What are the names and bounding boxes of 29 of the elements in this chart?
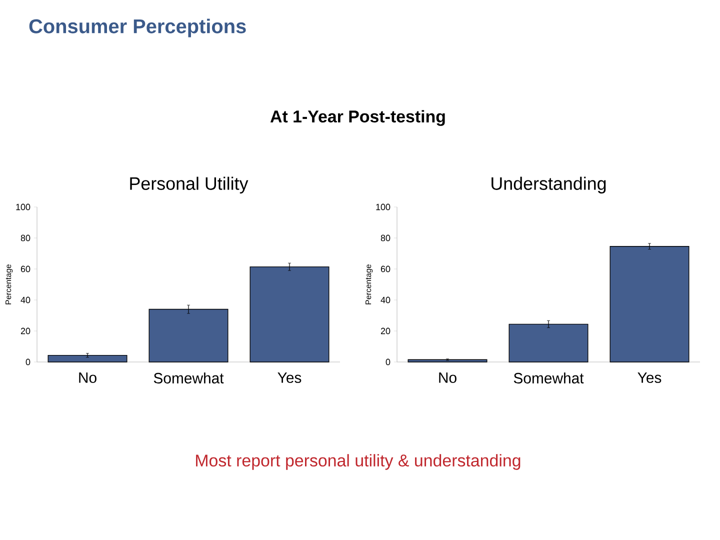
y-tick-label: 20 [380, 328, 390, 334]
y-tick-label: 80 [20, 234, 30, 242]
x-tick-label: No [439, 372, 456, 383]
chart-title: Understanding [492, 176, 606, 194]
bar [48, 354, 128, 362]
bar [610, 246, 690, 362]
y-tick-label: 0 [26, 358, 30, 366]
x-tick-label: Yes [638, 372, 662, 383]
x-tick-label: No [79, 372, 96, 383]
bar [148, 308, 228, 362]
chart-title: Personal Utility [130, 176, 248, 194]
y-tick-label: 60 [20, 266, 30, 272]
text: Most report personal utility & understanding [196, 454, 520, 470]
y-tick-label: 80 [380, 234, 390, 242]
bar [408, 359, 488, 362]
y-tick-label: 20 [20, 328, 30, 334]
x-tick-label: Somewhat [154, 372, 224, 384]
y-tick-label: 100 [376, 204, 390, 210]
text: Consumer Perceptions [29, 18, 246, 38]
y-tick-label: 100 [16, 204, 30, 210]
y-tick-label: 40 [20, 296, 30, 304]
y-tick-label: 0 [386, 358, 390, 366]
y-tick-label: 60 [380, 266, 390, 272]
x-tick-label: Somewhat [514, 372, 584, 384]
x-tick-label: Yes [278, 372, 302, 383]
y-tick-label: 40 [380, 296, 390, 304]
text: At 1-Year Post-testing [270, 110, 445, 126]
bar [250, 266, 330, 362]
bar [508, 324, 588, 362]
